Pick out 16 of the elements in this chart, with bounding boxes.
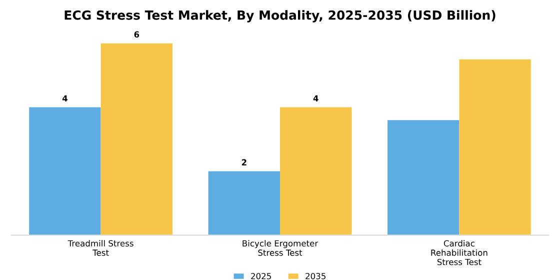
bar bbox=[280, 107, 352, 236]
data-label: 4 bbox=[313, 95, 318, 102]
data-label: 6 bbox=[134, 31, 140, 38]
data-label: 2 bbox=[242, 159, 246, 166]
data-label: 4 bbox=[62, 95, 68, 102]
bar bbox=[208, 171, 280, 236]
bar bbox=[100, 43, 172, 236]
x-tick-label: Treadmill Stress Test bbox=[68, 240, 134, 256]
legend-label: 2025 bbox=[251, 272, 271, 280]
bar bbox=[388, 120, 460, 236]
x-tick-label: Bicycle Ergometer Stress Test bbox=[242, 240, 318, 256]
x-tick-label: Cardiac Rehabilitation Stress Test bbox=[431, 240, 488, 266]
legend-label: 2035 bbox=[306, 272, 326, 280]
bar bbox=[459, 59, 531, 236]
chart-title: ECG Stress Test Market, By Modality, 2025-2035 (USD Billion) bbox=[64, 10, 496, 22]
bar bbox=[29, 107, 101, 236]
